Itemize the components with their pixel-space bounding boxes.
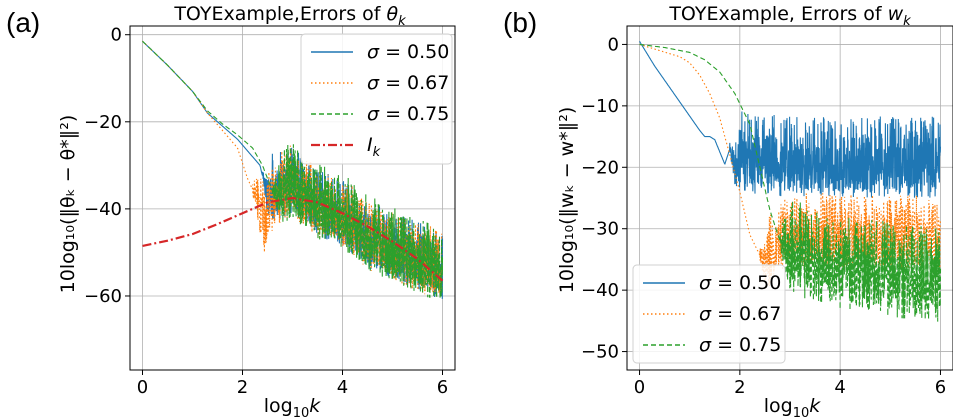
y-tick-label: −10: [581, 96, 619, 117]
x-tick-label: 6: [437, 377, 448, 398]
legend: σ = 0.50 σ = 0.67 σ = 0.75: [632, 264, 786, 364]
panel-a-label: (a): [6, 7, 40, 38]
legend-label: σ = 0.50: [699, 272, 781, 294]
legend: σ = 0.50 σ = 0.67 σ = 0.75 Ik: [300, 33, 453, 165]
panel-b-label: (b): [503, 7, 537, 38]
y-tick-label: −30: [581, 219, 619, 240]
series-line-1: [639, 41, 942, 198]
legend-box: [632, 264, 786, 364]
y-tick-label: 0: [111, 25, 122, 46]
legend-label: Ik: [367, 134, 381, 160]
series-line-3: [142, 40, 444, 299]
panel-a-title: TOYExample,Errors of θk: [173, 3, 406, 29]
panel-a-x-axis-label: log10k: [264, 395, 322, 420]
series-line-4: [142, 196, 444, 282]
legend-label: σ = 0.67: [699, 303, 781, 325]
panel-a-plot-area: 0 2 4 6 0 −20 −40 −60 σ = 0.50 σ = 0.67 σ = 0.75 Ik: [84, 25, 456, 398]
x-tick-label: 2: [734, 377, 745, 398]
panel-b-y-axis-label: 10log₁₀(‖wₖ − w*‖²): [556, 107, 578, 293]
legend-box: [300, 33, 453, 165]
y-tick-label: −60: [84, 286, 122, 307]
y-tick-label: −50: [581, 342, 619, 363]
x-tick-label: 0: [137, 377, 148, 398]
series-line-3: [639, 43, 942, 322]
x-tick-label: 4: [337, 377, 348, 398]
y-tick-label: −40: [84, 199, 122, 220]
y-tick-label: −40: [581, 280, 619, 301]
y-tick-label: 0: [608, 34, 619, 55]
series-group: [142, 40, 444, 299]
panel-a: (a) TOYExample,Errors of θk 0 2 4 6 0 −20 −40 −…: [6, 3, 456, 420]
x-tick-label: 6: [935, 377, 946, 398]
legend-label: σ = 0.75: [367, 103, 449, 125]
legend-label: σ = 0.50: [367, 41, 449, 63]
panel-b: (b) TOYExample, Errors of wk 0 2 4 6 0 −10 −20…: [503, 3, 953, 420]
y-tick-label: −20: [84, 112, 122, 133]
series-group: [639, 41, 942, 322]
x-tick-label: 0: [634, 377, 645, 398]
panel-b-x-axis-label: log10k: [764, 395, 822, 420]
axes-frame: [626, 25, 953, 371]
panel-a-y-axis-label: 10log₁₀(‖θₖ − θ*‖²): [57, 115, 79, 294]
legend-label: σ = 0.67: [367, 72, 449, 94]
legend-label: σ = 0.75: [699, 334, 781, 356]
y-tick-label: −20: [581, 157, 619, 178]
x-tick-label: 2: [237, 377, 248, 398]
panel-b-plot-area: 0 2 4 60−10−20−30−40−50σ = 0.50σ = 0.67σ = …: [581, 25, 953, 398]
axes-frame: [129, 25, 456, 371]
panel-b-title: TOYExample, Errors of wk: [668, 3, 911, 29]
x-tick-label: 4: [834, 377, 845, 398]
